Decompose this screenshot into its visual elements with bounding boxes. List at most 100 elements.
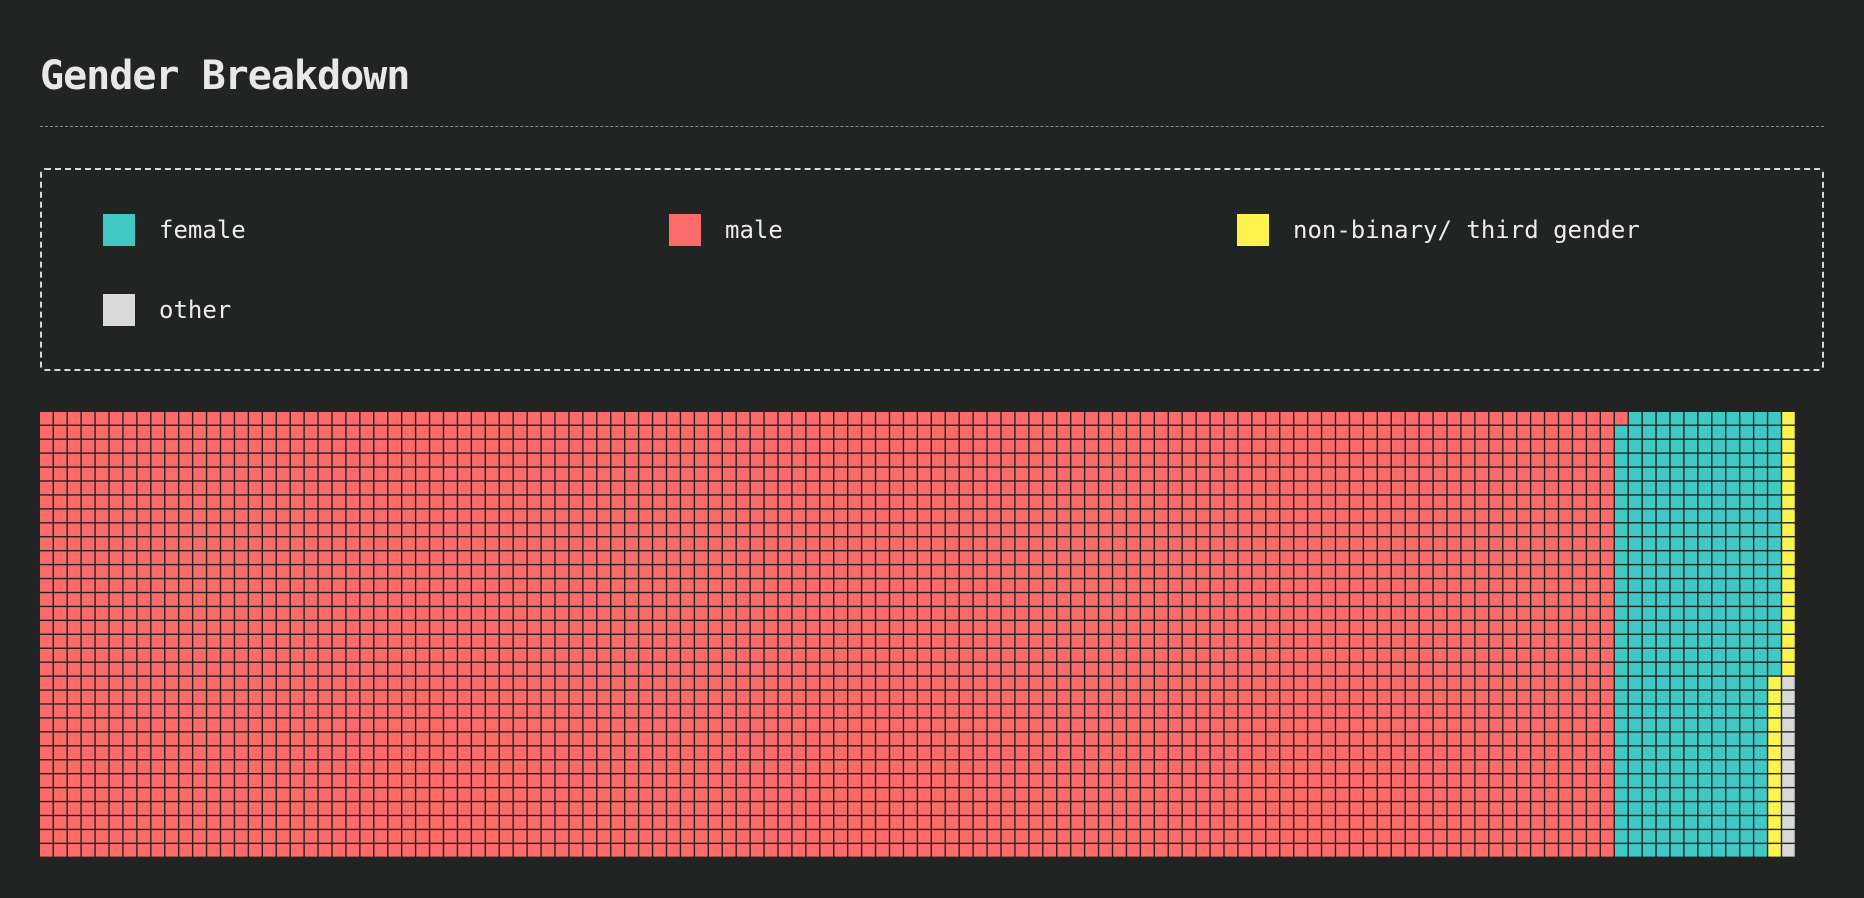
waffle-cell-female bbox=[1628, 816, 1642, 829]
waffle-cell-male bbox=[235, 537, 248, 550]
waffle-cell-male bbox=[1433, 718, 1447, 732]
waffle-cell-male bbox=[235, 732, 248, 746]
waffle-cell-male bbox=[541, 412, 555, 425]
waffle-cell-male bbox=[611, 774, 624, 787]
waffle-cell-male bbox=[1336, 676, 1349, 690]
waffle-cell-male bbox=[276, 495, 290, 509]
waffle-cell-male bbox=[792, 412, 806, 425]
waffle-cell-male bbox=[904, 718, 917, 732]
waffle-cell-male bbox=[1419, 662, 1433, 676]
waffle-cell-male bbox=[918, 537, 931, 550]
waffle-cell-male bbox=[1531, 732, 1544, 746]
waffle-cell-male bbox=[792, 648, 806, 662]
waffle-cell-female bbox=[1656, 453, 1670, 467]
waffle-cell-male bbox=[1057, 551, 1070, 564]
waffle-cell-male bbox=[583, 495, 597, 509]
waffle-cell-male bbox=[973, 565, 987, 578]
waffle-cell-male bbox=[304, 495, 318, 509]
waffle-cell-male bbox=[667, 774, 680, 787]
waffle-cell-male bbox=[137, 523, 151, 537]
waffle-cell-male bbox=[722, 537, 736, 550]
waffle-cell-male bbox=[1127, 676, 1140, 690]
waffle-cell-female bbox=[1670, 495, 1684, 509]
waffle-cell-male bbox=[1350, 467, 1363, 481]
waffle-cell-male bbox=[932, 816, 945, 829]
waffle-cell-male bbox=[890, 788, 903, 801]
waffle-cell-male bbox=[304, 579, 318, 592]
waffle-cell-male bbox=[304, 816, 318, 829]
waffle-cell-male bbox=[1071, 579, 1084, 592]
waffle-cell-male bbox=[1280, 690, 1293, 704]
waffle-cell-male bbox=[667, 412, 680, 425]
waffle-cell-male bbox=[1419, 676, 1433, 690]
waffle-cell-male bbox=[1405, 760, 1419, 773]
waffle-cell-male bbox=[1196, 788, 1210, 801]
waffle-cell-female bbox=[1642, 718, 1656, 732]
waffle-cell-male bbox=[1210, 453, 1224, 467]
waffle-cell-male bbox=[750, 537, 764, 550]
waffle-cell-male bbox=[151, 676, 165, 690]
waffle-cell-male bbox=[165, 412, 178, 425]
waffle-cell-male bbox=[695, 830, 708, 843]
waffle-cell-male bbox=[1099, 509, 1112, 523]
waffle-cell-male bbox=[1545, 439, 1558, 453]
waffle-cell-male bbox=[1405, 467, 1419, 481]
waffle-cell-male bbox=[235, 760, 248, 773]
waffle-cell-male bbox=[681, 439, 694, 453]
waffle-cell-male bbox=[639, 788, 652, 801]
waffle-cell-male bbox=[959, 467, 973, 481]
waffle-cell-male bbox=[597, 718, 611, 732]
waffle-cell-male bbox=[1461, 662, 1475, 676]
waffle-cell-male bbox=[1503, 509, 1516, 523]
waffle-cell-male bbox=[1447, 453, 1461, 467]
waffle-cell-male bbox=[1573, 425, 1586, 439]
waffle-cell-male bbox=[221, 662, 234, 676]
waffle-cell-male bbox=[834, 635, 847, 648]
waffle-cell-male bbox=[1155, 732, 1168, 746]
waffle-cell-male bbox=[1196, 481, 1210, 495]
waffle-cell-male bbox=[1531, 509, 1544, 523]
waffle-cell-male bbox=[1141, 467, 1154, 481]
waffle-cell-female bbox=[1670, 467, 1684, 481]
waffle-cell-male bbox=[904, 690, 917, 704]
waffle-cell-male bbox=[834, 593, 847, 606]
waffle-cell-male bbox=[778, 607, 792, 620]
waffle-cell-male bbox=[541, 579, 555, 592]
waffle-cell-male bbox=[304, 537, 318, 550]
waffle-cell-male bbox=[959, 565, 973, 578]
waffle-cell-male bbox=[1266, 732, 1280, 746]
waffle-cell-male bbox=[1224, 523, 1238, 537]
waffle-cell-male bbox=[1001, 844, 1015, 857]
waffle-cell-male bbox=[653, 844, 666, 857]
waffle-cell-male bbox=[318, 412, 332, 425]
waffle-cell-male bbox=[987, 774, 1001, 787]
waffle-cell-male bbox=[1336, 467, 1349, 481]
waffle-cell-male bbox=[137, 690, 151, 704]
waffle-cell-male bbox=[95, 565, 109, 578]
waffle-cell-male bbox=[583, 467, 597, 481]
waffle-cell-male bbox=[1447, 774, 1461, 787]
waffle-cell-male bbox=[959, 816, 973, 829]
waffle-cell-male bbox=[722, 662, 736, 676]
waffle-cell-female bbox=[1768, 551, 1781, 564]
waffle-cell-male bbox=[374, 509, 388, 523]
waffle-cell-male bbox=[1601, 676, 1614, 690]
waffle-cell-male bbox=[625, 676, 638, 690]
waffle-cell-male bbox=[151, 412, 165, 425]
waffle-cell-male bbox=[402, 746, 415, 760]
waffle-cell-male bbox=[820, 690, 834, 704]
waffle-cell-male bbox=[472, 830, 485, 843]
waffle-cell-male bbox=[1531, 621, 1544, 634]
waffle-cell-male bbox=[1113, 607, 1126, 620]
waffle-cell-male bbox=[1308, 565, 1321, 578]
waffle-cell-male bbox=[806, 676, 820, 690]
waffle-cell-male bbox=[722, 523, 736, 537]
waffle-cell-male bbox=[1447, 621, 1461, 634]
waffle-cell-male bbox=[1517, 718, 1530, 732]
waffle-cell-male bbox=[513, 816, 527, 829]
waffle-cell-male bbox=[67, 607, 81, 620]
waffle-cell-male bbox=[1127, 537, 1140, 550]
waffle-cell-male bbox=[806, 732, 820, 746]
waffle-cell-male bbox=[360, 760, 374, 773]
waffle-cell-male bbox=[444, 816, 457, 829]
